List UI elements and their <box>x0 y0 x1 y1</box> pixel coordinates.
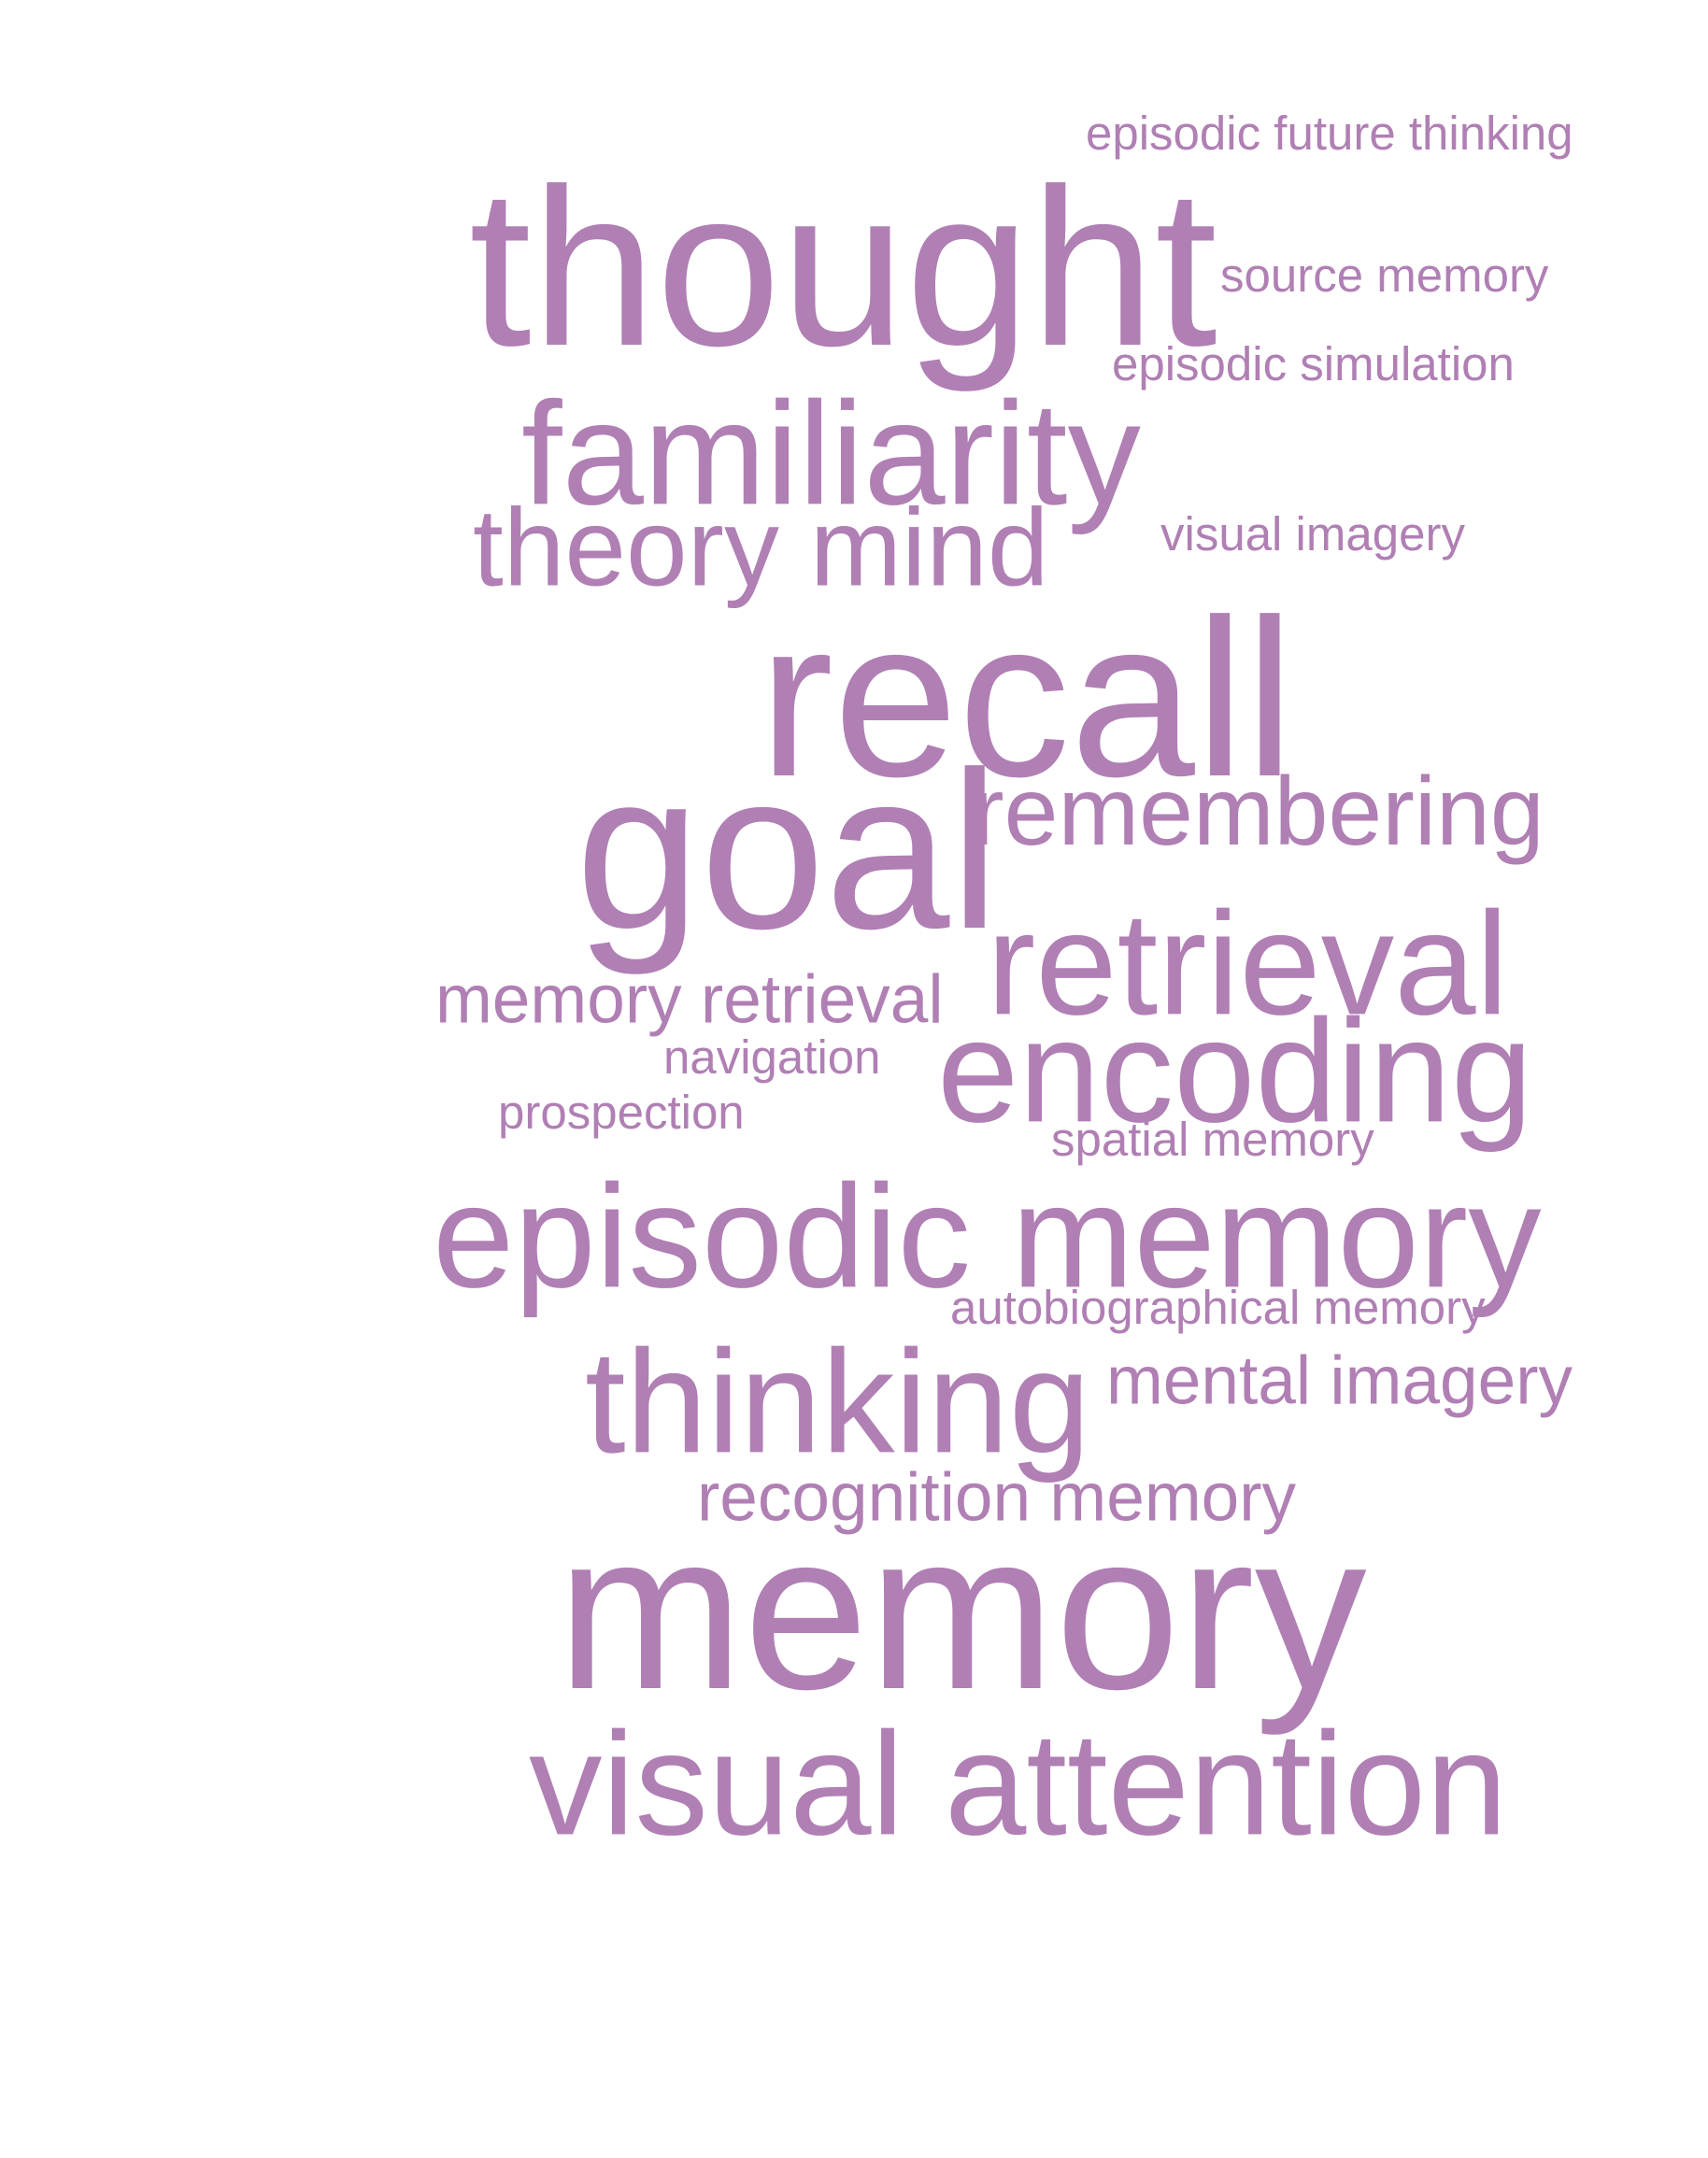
word-retrieval: retrieval <box>987 882 1509 1046</box>
word-autobiographical-memory: autobiographical memory <box>950 1281 1486 1335</box>
word-visual-attention: visual attention <box>529 1702 1508 1867</box>
word-navigation: navigation <box>663 1030 881 1085</box>
word-episodic-simulation: episodic simulation <box>1112 337 1515 391</box>
word-visual-imagery: visual imagery <box>1160 507 1465 561</box>
word-mental-imagery: mental imagery <box>1106 1342 1573 1419</box>
word-thinking: thinking <box>585 1320 1091 1484</box>
word-remembering: remembering <box>972 757 1544 866</box>
word-episodic-future-thinking: episodic future thinking <box>1086 106 1573 161</box>
word-prospection: prospection <box>498 1086 745 1140</box>
word-source-memory: source memory <box>1220 248 1549 303</box>
word-episodic-memory: episodic memory <box>433 1155 1542 1319</box>
word-spatial-memory: spatial memory <box>1051 1113 1374 1167</box>
word-encoding: encoding <box>937 989 1533 1154</box>
word-theory-mind: theory mind <box>473 486 1049 610</box>
word-goal: goal <box>576 725 1000 975</box>
word-recall: recall <box>759 573 1295 823</box>
word-memory-retrieval: memory retrieval <box>435 961 944 1038</box>
word-memory: memory <box>557 1485 1367 1736</box>
word-recognition-memory: recognition memory <box>697 1459 1297 1536</box>
word-familiarity: familiarity <box>521 372 1141 536</box>
word-thought: thought <box>469 142 1217 392</box>
